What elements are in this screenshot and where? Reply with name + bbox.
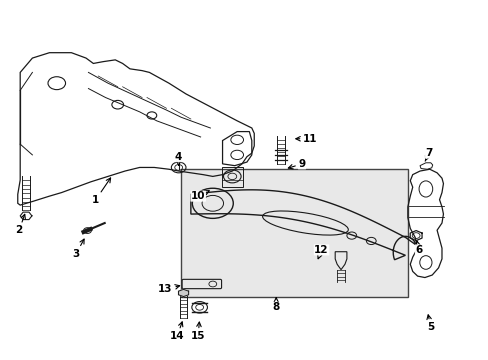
Text: 8: 8 [272,298,279,312]
Bar [221,167,243,187]
Text: 15: 15 [190,322,205,341]
Text: 2: 2 [16,214,25,235]
FancyBboxPatch shape [181,169,407,297]
Text: 13: 13 [158,284,179,294]
Text: 6: 6 [415,241,422,255]
Text: 1: 1 [92,178,110,205]
Text: 14: 14 [169,322,184,341]
Text: 9: 9 [288,159,305,169]
Text: 10: 10 [190,191,209,201]
Text: 11: 11 [295,134,317,144]
Text: 5: 5 [426,315,433,332]
Text: 12: 12 [314,245,328,259]
Text: 3: 3 [73,239,84,258]
Text: 7: 7 [424,148,431,161]
Text: 4: 4 [175,152,182,166]
Polygon shape [178,289,188,297]
